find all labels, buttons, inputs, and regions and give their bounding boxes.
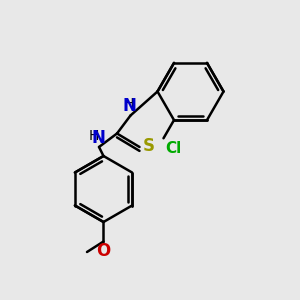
Text: H: H [88, 129, 99, 143]
Text: N: N [92, 129, 105, 147]
Text: O: O [96, 242, 111, 260]
Text: N: N [122, 97, 136, 115]
Text: H: H [124, 97, 134, 111]
Text: Cl: Cl [165, 141, 181, 156]
Text: S: S [142, 137, 154, 155]
